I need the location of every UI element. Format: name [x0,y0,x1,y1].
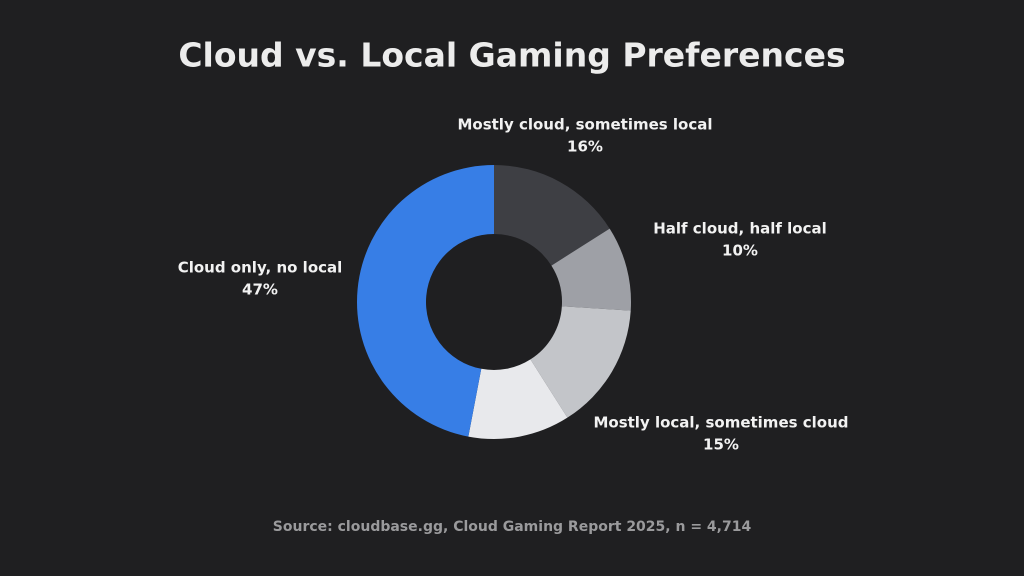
value-label: 10% [722,242,758,260]
donut-segment [530,306,631,418]
segment-label: Mostly local, sometimes cloud [593,414,848,432]
chart-title: Cloud vs. Local Gaming Preferences [178,36,845,75]
segment-label: Half cloud, half local [653,220,827,238]
value-label: 16% [567,138,603,156]
donut-segment [494,165,610,266]
segment-label: Cloud only, no local [178,259,343,277]
value-label: 47% [242,281,278,299]
donut-segment [356,165,494,437]
donut-segment [468,359,568,439]
segment-label: Mostly cloud, sometimes local [457,116,712,134]
source-note: Source: cloudbase.gg, Cloud Gaming Repor… [273,519,752,535]
donut-segment [551,228,631,311]
value-label: 15% [703,436,739,454]
